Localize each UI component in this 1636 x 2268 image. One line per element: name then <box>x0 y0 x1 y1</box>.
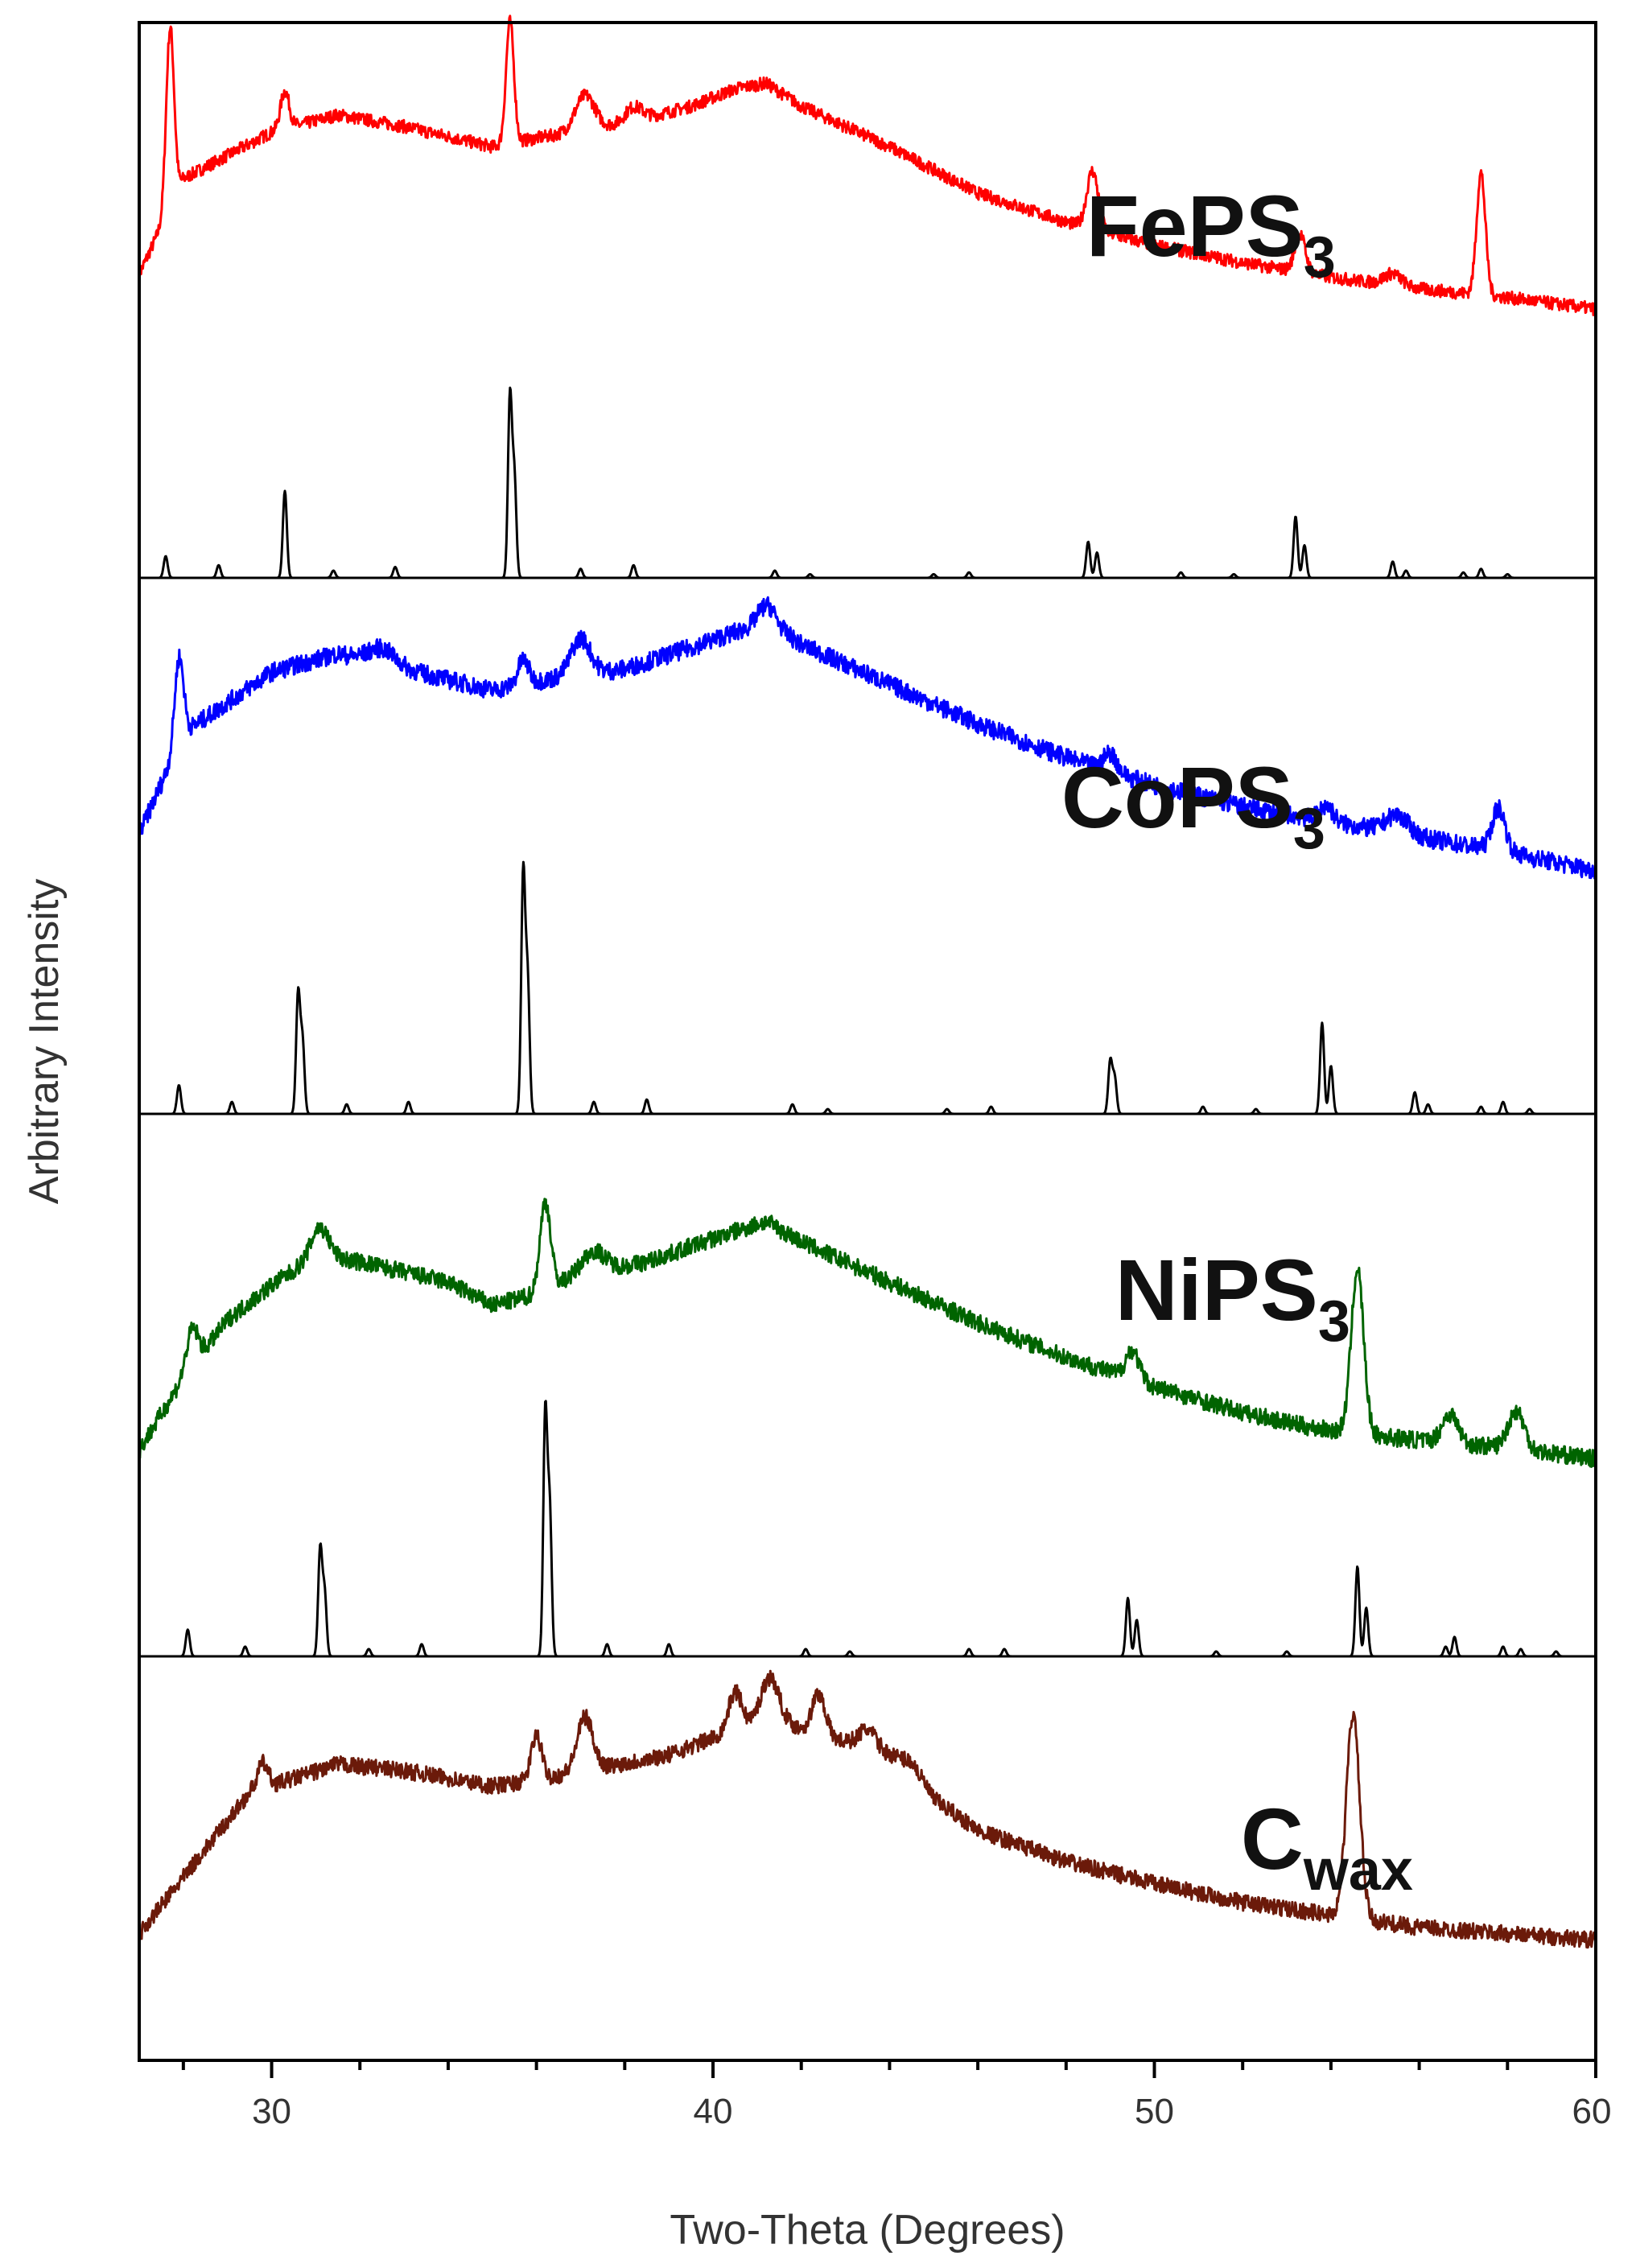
reference-cops3 <box>138 860 1597 1115</box>
x-tick-label: 30 <box>252 2092 291 2131</box>
pattern-cwax <box>138 1669 1597 1949</box>
reference-feps3 <box>138 386 1597 579</box>
sample-label-nips3: NiPS3 <box>1115 1241 1350 1354</box>
x-tick-label: 50 <box>1135 2092 1174 2131</box>
sample-label-cwax: Cwax <box>1241 1790 1413 1903</box>
x-axis-title: Two-Theta (Degrees) <box>670 2207 1065 2254</box>
reference-nips3 <box>138 1400 1597 1658</box>
pattern-feps3 <box>138 14 1597 316</box>
x-tick-label: 40 <box>694 2092 733 2131</box>
x-tick-label: 60 <box>1572 2092 1612 2131</box>
sample-label-feps3: FePS3 <box>1086 177 1336 290</box>
pattern-nips3 <box>138 1198 1597 1468</box>
plot-frame <box>138 21 1597 2062</box>
pattern-cops3 <box>138 596 1597 880</box>
sample-label-cops3: CoPS3 <box>1061 748 1325 861</box>
y-axis-title: Arbitrary Intensity <box>21 879 68 1205</box>
